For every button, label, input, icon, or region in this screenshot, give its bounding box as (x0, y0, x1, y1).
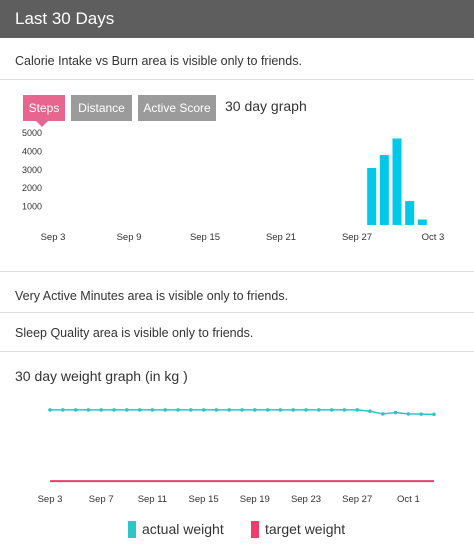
actual-weight-point (61, 408, 65, 412)
actual-weight-point (99, 408, 103, 412)
x-tick-label: Sep 15 (189, 494, 219, 505)
x-tick-label: Sep 11 (138, 494, 167, 505)
actual-weight-legend: actual weight (142, 521, 224, 537)
step-bar (392, 138, 402, 225)
actual-weight-swatch (128, 521, 136, 538)
divider (0, 312, 474, 313)
actual-weight-point (265, 408, 270, 412)
actual-weight-point (368, 409, 372, 414)
weight-graph-title: 30 day weight graph (in kg ) (15, 368, 188, 384)
actual-weight-point (329, 408, 334, 412)
divider (0, 351, 474, 352)
step-bar (367, 167, 377, 225)
y-tick-label: 4000 (22, 146, 42, 156)
tab-distance[interactable]: Distance (71, 95, 132, 121)
tab-steps[interactable]: Steps (23, 95, 65, 121)
x-tick-label: Sep 21 (266, 232, 296, 243)
y-tick-label: 5000 (22, 128, 42, 138)
actual-weight-point (253, 408, 257, 412)
actual-weight-point (176, 408, 180, 412)
actual-weight-point (317, 408, 321, 412)
y-tick-label: 1000 (22, 202, 42, 212)
calorie-notice: Calorie Intake vs Burn area is visible o… (15, 54, 302, 68)
target-weight-swatch (251, 521, 259, 538)
actual-weight-point (304, 408, 308, 412)
active-tab-caret (36, 121, 48, 127)
actual-weight-point (86, 408, 91, 412)
x-tick-label: Sep 7 (89, 494, 114, 505)
actual-weight-point (137, 408, 142, 412)
actual-weight-point (150, 408, 155, 412)
actual-weight-point (214, 408, 219, 412)
step-bar (405, 201, 415, 225)
actual-weight-point (201, 408, 206, 412)
weight-line-chart: Sep 3 Sep 7 Sep 11 Sep 15 Sep 19 Sep 23 Sep 27… (38, 408, 436, 505)
x-tick-label: Sep 3 (38, 494, 63, 505)
activity-graph-title: 30 day graph (225, 98, 307, 114)
actual-weight-point (48, 408, 52, 412)
actual-weight-point (163, 408, 167, 412)
y-tick-label: 2000 (22, 183, 42, 193)
actual-weight-point (432, 412, 436, 417)
x-tick-label: Sep 9 (117, 232, 142, 243)
x-tick-label: Oct 3 (422, 232, 445, 243)
step-bar (417, 219, 427, 225)
divider (0, 271, 474, 272)
x-tick-label: Sep 3 (41, 232, 66, 243)
x-tick-label: Sep 23 (291, 494, 321, 505)
x-tick-label: Sep 19 (240, 494, 270, 505)
page-title: Last 30 Days (15, 9, 115, 28)
actual-weight-point (125, 408, 129, 412)
x-tick-label: Sep 27 (342, 494, 372, 505)
steps-bar-chart: 1000 2000 3000 4000 5000 Sep 3 Sep 9 Sep 15 Sep … (22, 128, 445, 243)
x-tick-label: Oct 1 (397, 494, 420, 505)
target-weight-legend: target weight (265, 521, 346, 537)
y-tick-label: 3000 (22, 165, 42, 175)
actual-weight-point (381, 412, 385, 416)
actual-weight-point (291, 408, 296, 412)
divider (0, 79, 474, 80)
actual-weight-point (355, 408, 360, 412)
tab-active-score[interactable]: Active Score (138, 95, 216, 121)
active-minutes-notice: Very Active Minutes area is visible only… (15, 289, 289, 303)
actual-weight-point (112, 408, 116, 412)
x-tick-label: Sep 15 (190, 232, 220, 243)
x-tick-label: Sep 27 (342, 232, 372, 243)
sleep-notice: Sleep Quality area is visible only to fr… (15, 326, 254, 340)
actual-weight-point (240, 408, 244, 412)
actual-weight-point (189, 408, 193, 412)
actual-weight-point (227, 408, 231, 412)
actual-weight-point (278, 408, 283, 412)
actual-weight-point (73, 408, 78, 412)
actual-weight-point (342, 408, 347, 412)
actual-weight-point (419, 412, 424, 416)
actual-weight-point (393, 410, 398, 415)
step-bar (379, 155, 389, 225)
page-header: Last 30 Days (0, 0, 474, 38)
actual-weight-point (406, 412, 411, 416)
